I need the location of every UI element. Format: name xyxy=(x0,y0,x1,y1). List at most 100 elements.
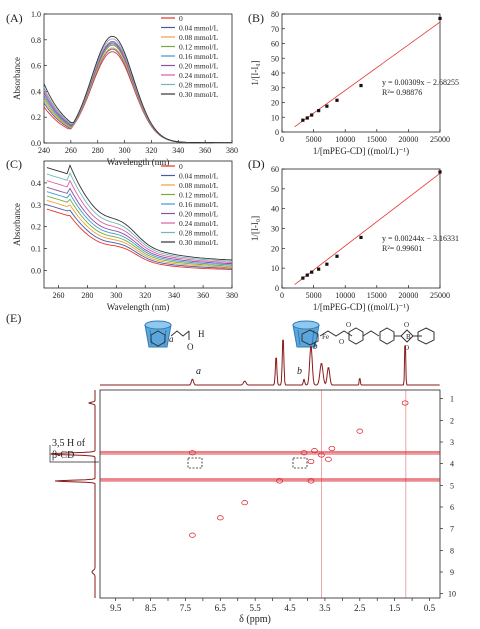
legend-label: 0.20 mmol/L xyxy=(179,210,219,219)
cross-peak xyxy=(307,458,315,465)
spectrum-line xyxy=(46,164,233,261)
cross-peak xyxy=(325,456,332,462)
nmr-x-tick-label: 4.5 xyxy=(284,603,296,613)
nmr-x-tick-label: 1.5 xyxy=(389,603,401,613)
data-point xyxy=(325,262,329,266)
x-tick-label: 340 xyxy=(172,146,184,155)
nmr-x-tick-label: 2.5 xyxy=(354,603,366,613)
fit-line xyxy=(294,172,441,285)
nmr-x-tick-label: 8.5 xyxy=(145,603,157,613)
legend-label: 0.12 mmol/L xyxy=(179,43,219,52)
x-tick-label: 240 xyxy=(38,146,50,155)
x-tick-label: 15000 xyxy=(367,291,387,300)
data-point xyxy=(317,109,321,113)
nmr-xlabel: δ (ppm) xyxy=(239,614,271,625)
fe-glyph: Fe xyxy=(322,333,329,341)
cross-peak xyxy=(401,400,409,406)
nmr-1d-spectrum xyxy=(100,339,440,386)
x-tick-label: 320 xyxy=(145,146,157,155)
y-tick-label: 0.8 xyxy=(31,36,41,45)
data-point xyxy=(335,254,339,258)
legend-label: 0.28 mmol/L xyxy=(179,81,219,90)
x-tick-label: 25000 xyxy=(430,291,450,300)
data-point xyxy=(438,16,442,21)
nmr-y-tick-label: 6 xyxy=(450,503,454,512)
legend-label: 0.24 mmol/L xyxy=(179,71,219,80)
legend-label: 0.08 mmol/L xyxy=(179,33,219,42)
spectrum-line xyxy=(43,35,232,144)
y-tick-label: 1.0 xyxy=(31,10,41,19)
legend-label: 0.04 mmol/L xyxy=(179,172,219,181)
cartoon-label-a: a xyxy=(169,334,174,344)
carbonyl-o-glyph: O xyxy=(346,321,351,329)
crosspeak-box-b xyxy=(292,457,308,469)
nmr-y-tick-label: 2 xyxy=(450,416,454,425)
panel-label-b: (B) xyxy=(248,11,264,25)
y-tick-label: 0 xyxy=(275,284,279,293)
ester-o-glyph: O xyxy=(339,338,344,346)
y-tick-label: 60 xyxy=(271,165,279,174)
nmr-2d-contours xyxy=(100,390,440,598)
nmr-y-tick-label: 9 xyxy=(450,568,454,577)
y-tick-label: 0 xyxy=(275,128,279,137)
x-tick-label: 260 xyxy=(52,291,64,300)
aldehyde-h-glyph: H xyxy=(198,329,205,339)
legend-label: 0.30 mmol/L xyxy=(179,90,219,99)
x-tick-label: 380 xyxy=(226,146,238,155)
y-axis-label: 1/[I-I₀] xyxy=(250,216,260,241)
x-tick-label: 10000 xyxy=(335,291,355,300)
nmr-y-tick-label: 1 xyxy=(450,395,454,404)
plot-frame xyxy=(281,168,441,289)
cross-peak xyxy=(311,448,318,454)
chart-d: 0 5000 10000 15000 20000 25000 0 10 20 30 40 50 60 1/… xyxy=(250,165,459,312)
panel-label-d: (D) xyxy=(248,157,265,171)
x-tick-label: 260 xyxy=(65,146,77,155)
legend-label: 0.16 mmol/L xyxy=(179,200,219,209)
spectrum-line xyxy=(46,208,233,270)
nmr-x-tick-label: 6.5 xyxy=(215,603,227,613)
x-tick-label: 360 xyxy=(199,146,211,155)
x-axis-label: Wavelength (nm) xyxy=(107,157,170,167)
cd-label-line2: β-CD xyxy=(52,450,74,461)
y-tick-label: 30 xyxy=(271,84,279,93)
cartoon-label-b: b xyxy=(313,341,318,351)
x-tick-label: 10000 xyxy=(335,135,355,144)
legend-label: 0 xyxy=(179,162,183,171)
x-tick-label: 360 xyxy=(197,291,209,300)
fit-r-squared: R²= 0.99601 xyxy=(382,244,422,253)
cross-peak xyxy=(356,428,364,434)
y-tick-label: 30 xyxy=(271,225,279,234)
cross-peak xyxy=(241,500,249,506)
nmr-x-tick-label: 7.5 xyxy=(180,603,192,613)
cross-peak xyxy=(328,445,336,452)
x-axis-label: Wavelength (nm) xyxy=(107,302,170,312)
y-tick-label: 50 xyxy=(271,185,279,194)
x-axis-label: 1/[mPEG-CD] ((mol/L)⁻¹) xyxy=(313,302,409,312)
cross-peak xyxy=(318,452,325,458)
y-tick-label: 40 xyxy=(271,69,279,78)
nmr-axes: 9.5 8.5 7.5 6.5 5.5 4.5 3.5 2.5 1.5 0.5 1 2 3 4 5 6 7 8 9 1… xyxy=(110,395,456,613)
x-tick-label: 0 xyxy=(280,135,284,144)
x-tick-label: 300 xyxy=(110,291,122,300)
y-tick-label: 0.6 xyxy=(31,62,41,71)
chart-a: 240 260 280 300 320 340 360 380 0.0 0.2 0.4 0.6 0.8 1… xyxy=(12,10,238,167)
x-tick-label: 300 xyxy=(119,146,131,155)
legend-label: 0.12 mmol/L xyxy=(179,191,219,200)
spectrum-line xyxy=(46,179,233,263)
y-tick-label: 60 xyxy=(271,40,279,49)
y-axis-label: Absorbance xyxy=(12,57,22,100)
y-tick-label: 20 xyxy=(271,244,279,253)
legend-label: 0.30 mmol/L xyxy=(179,238,219,247)
cross-peak xyxy=(307,478,315,484)
nmr-x-tick-label: 3.5 xyxy=(319,603,331,613)
plot-frame xyxy=(281,13,441,133)
data-point xyxy=(310,270,314,274)
data-point xyxy=(305,116,309,120)
crosspeak-box-a xyxy=(187,457,203,469)
y-tick-label: 0.2 xyxy=(31,223,41,232)
y-tick-label: 0.4 xyxy=(31,87,41,96)
y-axis-label: 1/[I-I₀] xyxy=(250,60,260,85)
x-axis-label: 1/[mPEG-CD] ((mol/L)⁻¹) xyxy=(313,146,409,156)
cross-peak xyxy=(276,478,283,484)
